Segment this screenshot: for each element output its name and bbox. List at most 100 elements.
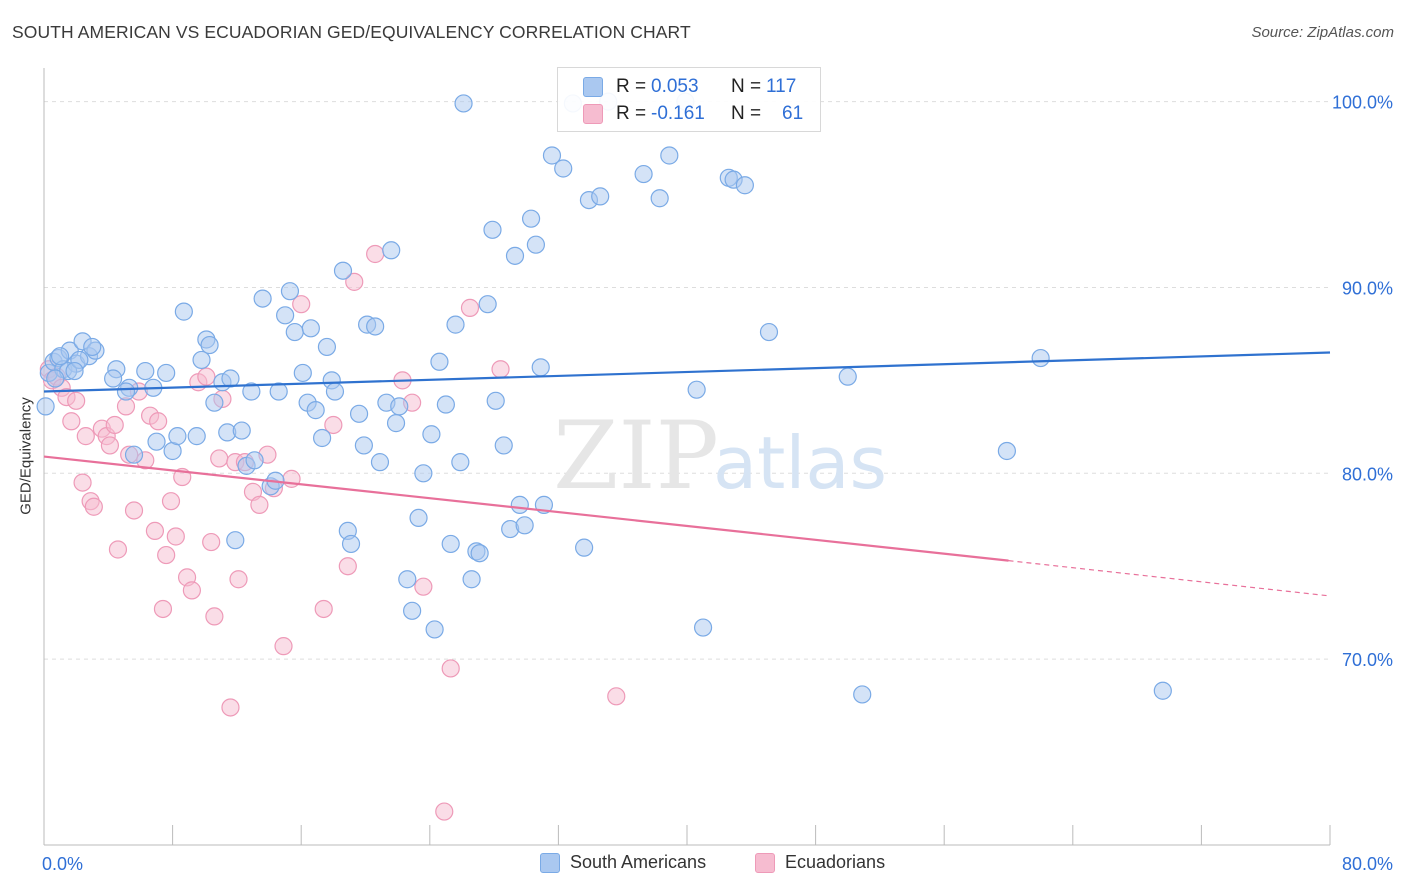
data-point [306, 401, 325, 420]
legend-n-value: 61 [782, 103, 804, 124]
data-point [293, 363, 312, 383]
data-point [414, 464, 433, 483]
data-point [693, 618, 713, 637]
data-point [446, 315, 465, 334]
watermark-zip: ZIP [553, 402, 719, 511]
trend-line-ecuadorians [43, 455, 1009, 562]
legend-item-south-americans[interactable]: South Americans [540, 852, 706, 873]
data-point [108, 540, 128, 559]
data-point [202, 532, 221, 552]
data-point [250, 495, 269, 514]
data-point [462, 570, 481, 589]
data-point [205, 607, 224, 626]
legend-item-ecuadorians[interactable]: Ecuadorians [755, 852, 885, 873]
y-tick-label: 90.0% [1342, 278, 1393, 298]
data-point [403, 601, 422, 620]
data-point [145, 521, 165, 541]
data-point [386, 414, 406, 433]
legend-r-value: -0.161 [651, 103, 705, 124]
data-point [274, 637, 293, 656]
data-point [174, 302, 193, 321]
data-point [759, 322, 779, 342]
legend-label: Ecuadorians [785, 852, 886, 872]
data-point [526, 235, 545, 254]
data-point [354, 436, 373, 455]
data-point [73, 473, 92, 492]
data-point [338, 557, 357, 576]
data-point [515, 516, 534, 535]
data-point [65, 361, 84, 381]
data-point [660, 146, 679, 165]
data-point [232, 421, 251, 440]
legend-r-value: 0.053 [651, 76, 699, 97]
data-point [436, 395, 455, 414]
data-point [147, 432, 166, 451]
data-point [575, 538, 594, 557]
data-point [242, 382, 261, 401]
data-point [324, 415, 343, 435]
source-credit: Source: ZipAtlas.com [1251, 24, 1394, 41]
data-point [454, 94, 473, 113]
data-point [36, 397, 55, 416]
data-point [370, 453, 390, 472]
data-point [505, 246, 525, 265]
data-point [157, 545, 176, 565]
data-point [276, 306, 295, 325]
data-point [398, 570, 417, 589]
data-point [285, 322, 304, 342]
data-point [76, 427, 95, 446]
legend-swatch-pink [583, 104, 603, 124]
data-point [153, 599, 173, 619]
data-point [314, 599, 333, 619]
data-point [253, 289, 272, 308]
data-point [229, 570, 248, 589]
data-point [221, 698, 240, 717]
data-point [136, 361, 155, 381]
data-point [687, 380, 706, 399]
data-point [735, 176, 754, 195]
data-point [422, 425, 441, 444]
data-point [554, 159, 573, 178]
data-point [157, 363, 176, 383]
data-point [100, 436, 120, 455]
ecuadorians-points [39, 244, 626, 821]
data-point [366, 317, 385, 336]
data-point [390, 397, 409, 416]
data-point [460, 298, 480, 317]
legend-swatch-pink [755, 852, 775, 873]
stats-legend: R = 0.053 N = 117 R = -0.161 N = 61 [557, 67, 821, 132]
data-point [210, 449, 229, 468]
data-point [491, 360, 510, 379]
data-point [221, 369, 240, 388]
chart-title: SOUTH AMERICAN VS ECUADORIAN GED/EQUIVAL… [12, 22, 691, 42]
tick-labels: 70.0% 80.0% 90.0% 100.0% 0.0% 80.0% [42, 93, 1393, 874]
data-point [349, 404, 369, 423]
data-point [382, 241, 401, 260]
trend-line-south-americans [43, 351, 1331, 393]
data-point [451, 453, 470, 472]
data-point [425, 620, 444, 639]
data-point [192, 350, 211, 370]
legend-swatch-blue [583, 77, 603, 97]
data-point [470, 544, 489, 563]
watermark: ZIP atlas [553, 402, 887, 511]
data-point [205, 393, 224, 412]
data-point [116, 382, 136, 401]
x-tick-label-max: 80.0% [1342, 854, 1393, 874]
y-tick-label: 100.0% [1332, 93, 1393, 113]
data-point [414, 577, 433, 596]
data-point [84, 497, 103, 516]
x-tick-label-min: 0.0% [42, 854, 83, 874]
data-point [333, 261, 353, 280]
data-point [166, 527, 185, 546]
legend-n-label: N = [731, 103, 762, 124]
legend-n-label: N = [731, 76, 762, 97]
y-tick-label: 80.0% [1342, 464, 1393, 484]
data-point [345, 272, 364, 291]
data-point [510, 495, 529, 514]
data-point [62, 412, 81, 431]
data-point [1031, 348, 1050, 368]
data-point [1153, 681, 1172, 700]
data-point [441, 659, 460, 678]
